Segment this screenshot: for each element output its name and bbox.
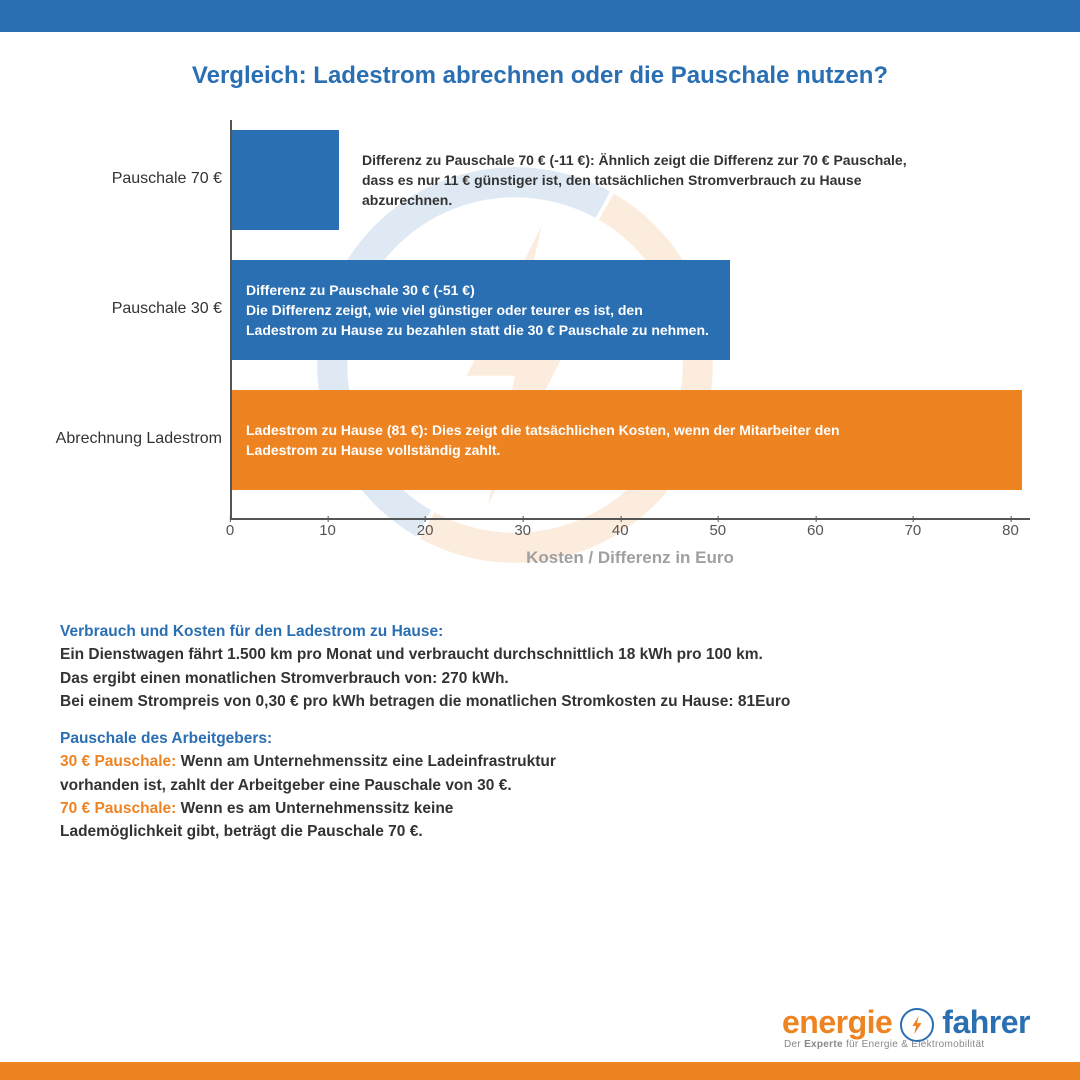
plot-area: Differenz zu Pauschale 70 € (-11 €): Ähn… (230, 120, 1030, 520)
chart: Pauschale 70 € Pauschale 30 € Abrechnung L… (40, 110, 1040, 590)
brand-logo: energie fahrer Der Experte für Energie &… (782, 1004, 1030, 1050)
chart-title: Vergleich: Ladestrom abrechnen oder die … (40, 62, 1040, 90)
section2-line: vorhanden ist, zahlt der Arbeitgeber ein… (60, 774, 1020, 797)
section1-line: Ein Dienstwagen fährt 1.500 km pro Monat… (60, 643, 1020, 666)
x-tick: 40 (612, 522, 629, 539)
bar-annotation: Differenz zu Pauschale 30 € (-51 €) Die … (246, 280, 716, 341)
bolt-icon (900, 1008, 934, 1042)
sub-label: 30 € Pauschale: (60, 753, 176, 770)
content-area: Vergleich: Ladestrom abrechnen oder die … (0, 32, 1080, 843)
text: Wenn es am Unternehmenssitz keine (176, 800, 453, 817)
y-axis-label: Pauschale 70 € (52, 170, 222, 188)
x-tick: 80 (1002, 522, 1019, 539)
text: Wenn am Unternehmenssitz eine Ladeinfras… (176, 753, 556, 770)
section1-line: Bei einem Strompreis von 0,30 € pro kWh … (60, 690, 1020, 713)
bar-row: Differenz zu Pauschale 30 € (-51 €) Die … (232, 260, 730, 360)
bar-row: Ladestrom zu Hause (81 €): Dies zeigt di… (232, 390, 1022, 490)
x-tick: 20 (417, 522, 434, 539)
x-tick: 30 (514, 522, 531, 539)
x-axis-title: Kosten / Differenz in Euro (230, 548, 1030, 568)
section2-line: 70 € Pauschale: Wenn es am Unternehmenss… (60, 797, 1020, 820)
section2-line: 30 € Pauschale: Wenn am Unternehmenssitz… (60, 750, 1020, 773)
y-axis-label: Abrechnung Ladestrom (52, 430, 222, 448)
bar-annotation: Ladestrom zu Hause (81 €): Dies zeigt di… (246, 420, 866, 461)
x-tick: 50 (709, 522, 726, 539)
x-tick: 60 (807, 522, 824, 539)
x-tick: 10 (319, 522, 336, 539)
bar: Differenz zu Pauschale 70 € (-11 €): Ähn… (232, 130, 339, 230)
section1-line: Das ergibt einen monatlichen Stromverbra… (60, 667, 1020, 690)
bar: Ladestrom zu Hause (81 €): Dies zeigt di… (232, 390, 1022, 490)
brand-part1: energie (782, 1004, 892, 1041)
sub-label: 70 € Pauschale: (60, 800, 176, 817)
x-tick: 70 (905, 522, 922, 539)
bottom-bar (0, 1062, 1080, 1080)
bar-annotation: Differenz zu Pauschale 70 € (-11 €): Ähn… (362, 150, 922, 211)
section2-line: Lademöglichkeit gibt, beträgt die Pausch… (60, 820, 1020, 843)
section2-heading: Pauschale des Arbeitgebers: (60, 727, 1020, 750)
bar-row: Differenz zu Pauschale 70 € (-11 €): Ähn… (232, 130, 339, 230)
description-text: Verbrauch und Kosten für den Ladestrom z… (60, 620, 1020, 843)
y-axis-label: Pauschale 30 € (52, 300, 222, 318)
brand-part2: fahrer (942, 1004, 1030, 1041)
x-tick: 0 (226, 522, 234, 539)
top-bar (0, 0, 1080, 32)
section1-heading: Verbrauch und Kosten für den Ladestrom z… (60, 620, 1020, 643)
bar: Differenz zu Pauschale 30 € (-51 €) Die … (232, 260, 730, 360)
